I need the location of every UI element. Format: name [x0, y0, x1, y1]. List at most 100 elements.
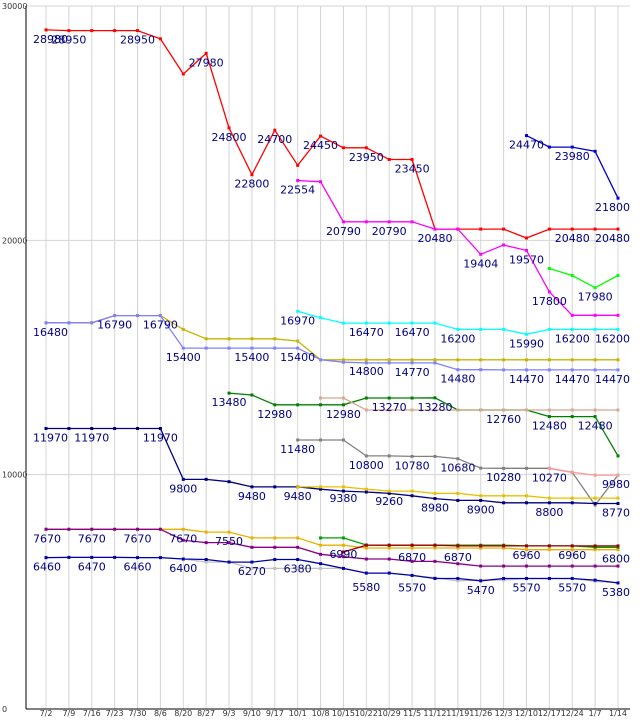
- data-point: [250, 393, 254, 397]
- data-point: [319, 566, 323, 570]
- x-tick-label: 8/6: [154, 709, 167, 718]
- data-label: 14480: [440, 373, 475, 386]
- data-point: [479, 546, 483, 550]
- data-point: [250, 337, 254, 341]
- data-label: 12760: [486, 413, 521, 426]
- data-point: [158, 427, 162, 431]
- data-label: 20480: [417, 232, 452, 245]
- data-point: [616, 581, 620, 585]
- data-point: [502, 578, 506, 582]
- data-label: 17800: [532, 295, 567, 308]
- data-point: [158, 556, 162, 560]
- data-point: [433, 454, 437, 458]
- data-point: [547, 576, 551, 580]
- data-point: [570, 408, 574, 412]
- data-label: 6400: [169, 562, 197, 575]
- data-point: [296, 346, 300, 350]
- data-point: [410, 361, 414, 365]
- data-point: [570, 576, 574, 580]
- data-label: 6870: [444, 551, 472, 564]
- data-point: [364, 546, 368, 550]
- data-point: [341, 485, 345, 489]
- data-label: 16470: [349, 326, 384, 339]
- x-tick-label: 9/17: [266, 709, 284, 718]
- data-label: 5570: [558, 581, 586, 594]
- data-point: [570, 415, 574, 419]
- data-point: [296, 557, 300, 561]
- data-label: 6960: [512, 549, 540, 562]
- data-point: [387, 408, 391, 412]
- data-point: [181, 557, 185, 561]
- data-point: [570, 564, 574, 568]
- data-point: [341, 396, 345, 400]
- data-point: [479, 564, 483, 568]
- data-point: [341, 566, 345, 570]
- data-point: [181, 538, 185, 542]
- data-point: [547, 466, 551, 470]
- data-label: 10680: [440, 462, 475, 475]
- data-point: [341, 321, 345, 325]
- data-point: [67, 427, 71, 431]
- data-point: [158, 37, 162, 41]
- data-label: 16480: [33, 326, 68, 339]
- data-label: 6380: [284, 562, 312, 575]
- x-tick-label: 1/7: [589, 709, 602, 718]
- data-label: 5380: [602, 586, 630, 599]
- data-point: [524, 358, 528, 362]
- data-point: [593, 503, 597, 507]
- data-point: [296, 438, 300, 442]
- data-point: [616, 327, 620, 331]
- data-point: [502, 546, 506, 550]
- data-point: [570, 145, 574, 149]
- data-label: 10800: [349, 459, 384, 472]
- data-point: [433, 408, 437, 412]
- data-label: 9480: [284, 490, 312, 503]
- series-line: [549, 267, 619, 289]
- series-line: [46, 427, 618, 505]
- data-label: 28980: [33, 33, 68, 46]
- data-point: [136, 527, 140, 531]
- data-point: [547, 548, 551, 552]
- data-label: 15990: [509, 337, 544, 350]
- data-point: [410, 454, 414, 458]
- data-point: [547, 227, 551, 231]
- data-point: [319, 180, 323, 184]
- data-label: 10780: [395, 459, 430, 472]
- data-point: [616, 501, 620, 505]
- data-point: [250, 173, 254, 177]
- gridlines: [26, 5, 630, 709]
- data-point: [456, 579, 460, 583]
- data-label: 8770: [602, 506, 630, 519]
- data-label: 11970: [33, 432, 68, 445]
- data-label: 15400: [166, 351, 201, 364]
- data-label: 7670: [33, 532, 61, 545]
- data-label: 20790: [326, 225, 361, 238]
- data-label: 19570: [509, 253, 544, 266]
- data-point: [593, 227, 597, 231]
- data-point: [570, 313, 574, 317]
- data-point: [387, 489, 391, 493]
- data-label: 23450: [395, 162, 430, 175]
- data-point: [570, 358, 574, 362]
- data-point: [364, 490, 368, 494]
- axes: [25, 6, 630, 710]
- data-point: [524, 548, 528, 552]
- data-point: [136, 29, 140, 33]
- data-point: [319, 316, 323, 320]
- data-point: [273, 536, 277, 540]
- data-point: [387, 358, 391, 362]
- data-point: [524, 332, 528, 336]
- data-label: 14470: [509, 373, 544, 386]
- x-tick-label: 10/8: [312, 709, 330, 718]
- data-point: [364, 146, 368, 150]
- data-point: [524, 501, 528, 505]
- data-point: [524, 544, 528, 548]
- data-point: [364, 571, 368, 575]
- data-label: 6470: [78, 560, 106, 573]
- data-label: 6800: [602, 553, 630, 566]
- data-point: [547, 368, 551, 372]
- data-point: [433, 576, 437, 580]
- data-point: [502, 544, 506, 548]
- data-point: [502, 408, 506, 412]
- data-point: [364, 408, 368, 412]
